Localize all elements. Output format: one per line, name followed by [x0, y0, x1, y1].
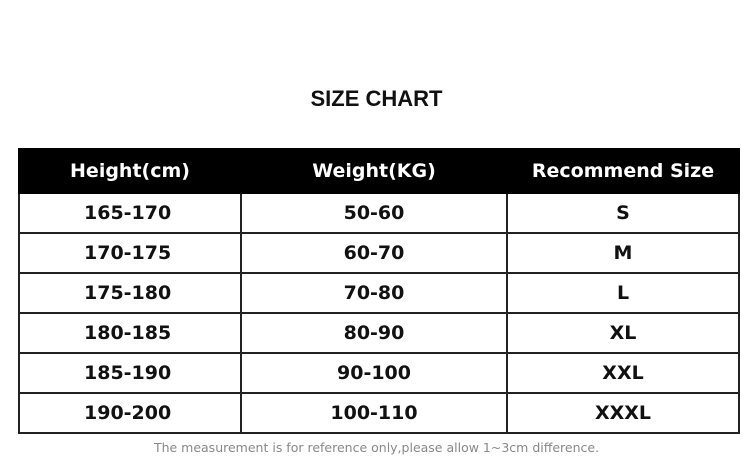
size-cell: S: [506, 192, 740, 234]
page-title: SIZE CHART: [310, 86, 443, 111]
table-row: 180-185 80-90 XL: [18, 312, 740, 354]
table-row: 185-190 90-100 XXL: [18, 352, 740, 394]
table-row: 165-170 50-60 S: [18, 192, 740, 234]
size-cell: XXL: [506, 352, 740, 394]
height-cell: 170-175: [18, 232, 242, 274]
disclaimer-note: The measurement is for reference only,pl…: [153, 440, 600, 455]
table-header-row: Height(cm) Weight(KG) Recommend Size: [18, 148, 740, 194]
height-cell: 175-180: [18, 272, 242, 314]
header-size: Recommend Size: [506, 148, 740, 194]
header-weight: Weight(KG): [240, 148, 508, 194]
height-cell: 165-170: [18, 192, 242, 234]
size-table: Height(cm) Weight(KG) Recommend Size 165…: [18, 148, 740, 434]
table-row: 190-200 100-110 XXXL: [18, 392, 740, 434]
weight-cell: 100-110: [240, 392, 508, 434]
height-cell: 180-185: [18, 312, 242, 354]
table-row: 175-180 70-80 L: [18, 272, 740, 314]
size-cell: M: [506, 232, 740, 274]
size-cell: L: [506, 272, 740, 314]
weight-cell: 60-70: [240, 232, 508, 274]
weight-cell: 50-60: [240, 192, 508, 234]
weight-cell: 80-90: [240, 312, 508, 354]
header-height: Height(cm): [18, 148, 242, 194]
height-cell: 190-200: [18, 392, 242, 434]
weight-cell: 70-80: [240, 272, 508, 314]
height-cell: 185-190: [18, 352, 242, 394]
size-cell: XL: [506, 312, 740, 354]
size-cell: XXXL: [506, 392, 740, 434]
weight-cell: 90-100: [240, 352, 508, 394]
table-row: 170-175 60-70 M: [18, 232, 740, 274]
